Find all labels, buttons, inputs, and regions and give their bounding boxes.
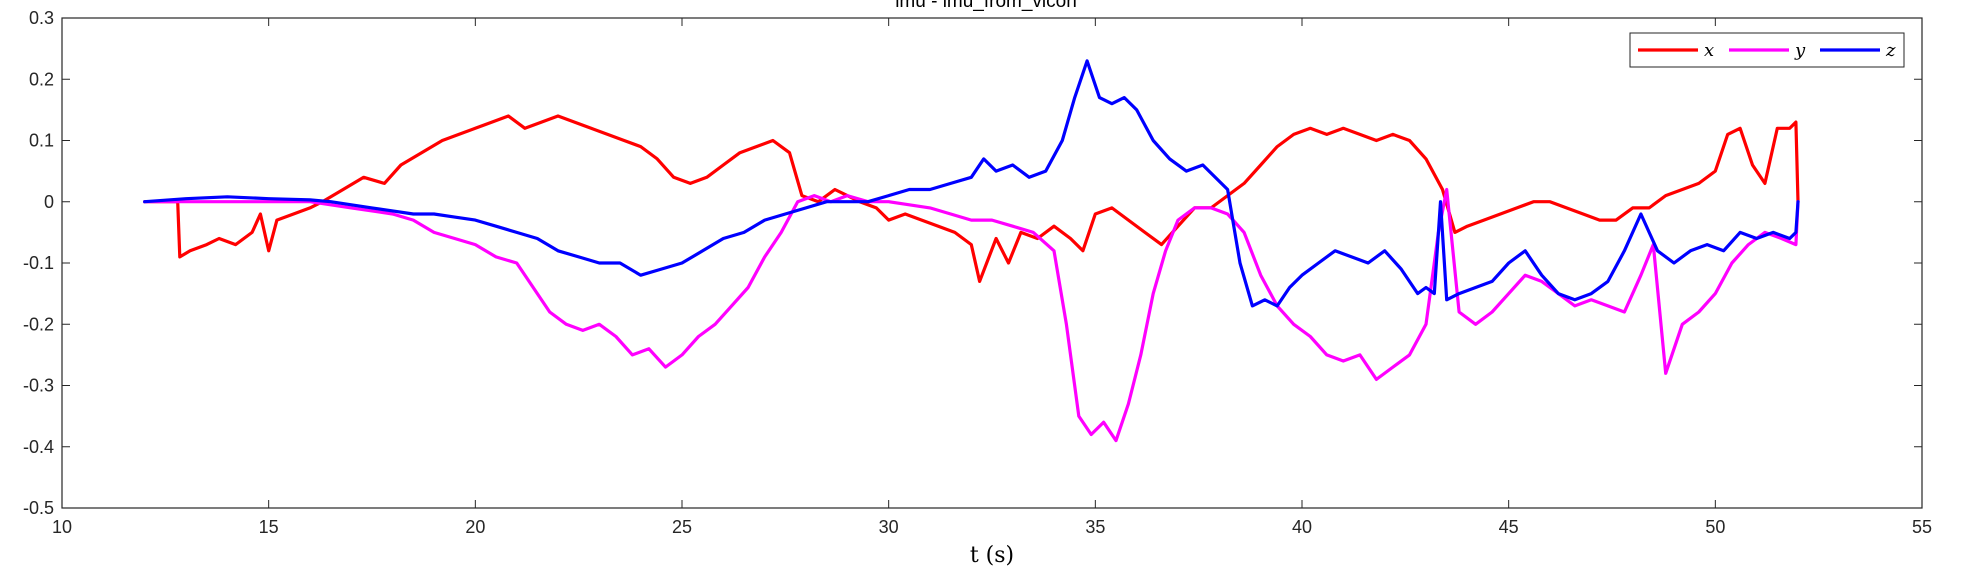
x-tick-label: 30	[879, 517, 899, 537]
y-tick-label: -0.1	[23, 253, 54, 273]
x-tick-label: 45	[1499, 517, 1519, 537]
y-axis: -0.5 -0.4 -0.3 -0.2 -0.1 0 0.1 0.2 0.3	[23, 8, 1922, 518]
legend-label-x: x	[1704, 40, 1714, 61]
x-tick-label: 50	[1705, 517, 1725, 537]
x-axis: 10 15 20 25 30 35 40 45 50 55	[52, 18, 1932, 537]
series-line-y	[143, 187, 1800, 443]
x-axis-label: t (s)	[970, 543, 1014, 568]
y-tick-label: 0	[44, 192, 54, 212]
x-tick-label: 15	[259, 517, 279, 537]
y-tick-label: -0.3	[23, 376, 54, 396]
x-tick-label: 35	[1085, 517, 1105, 537]
x-tick-label: 20	[465, 517, 485, 537]
legend-label-z: z	[1885, 40, 1896, 61]
y-tick-label: -0.4	[23, 437, 54, 457]
series-line-z	[143, 59, 1800, 308]
chart-title: imu - imu_from_vicon	[895, 0, 1077, 12]
x-tick-label: 55	[1912, 517, 1932, 537]
y-tick-label: 0.2	[29, 69, 54, 89]
y-tick-label: 0.3	[29, 8, 54, 28]
x-tick-label: 25	[672, 517, 692, 537]
y-tick-label: 0.1	[29, 131, 54, 151]
x-tick-label: 40	[1292, 517, 1312, 537]
y-tick-label: -0.2	[23, 314, 54, 334]
series-lines	[143, 59, 1800, 443]
legend: x y z	[1629, 32, 1905, 68]
x-tick-label: 10	[52, 517, 72, 537]
y-tick-label: -0.5	[23, 498, 54, 518]
series-line-x	[143, 114, 1800, 283]
plot-area	[61, 17, 1923, 509]
legend-label-y: y	[1794, 40, 1806, 61]
